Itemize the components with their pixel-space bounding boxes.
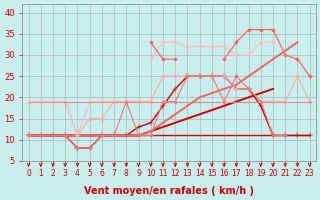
- X-axis label: Vent moyen/en rafales ( km/h ): Vent moyen/en rafales ( km/h ): [84, 186, 254, 196]
